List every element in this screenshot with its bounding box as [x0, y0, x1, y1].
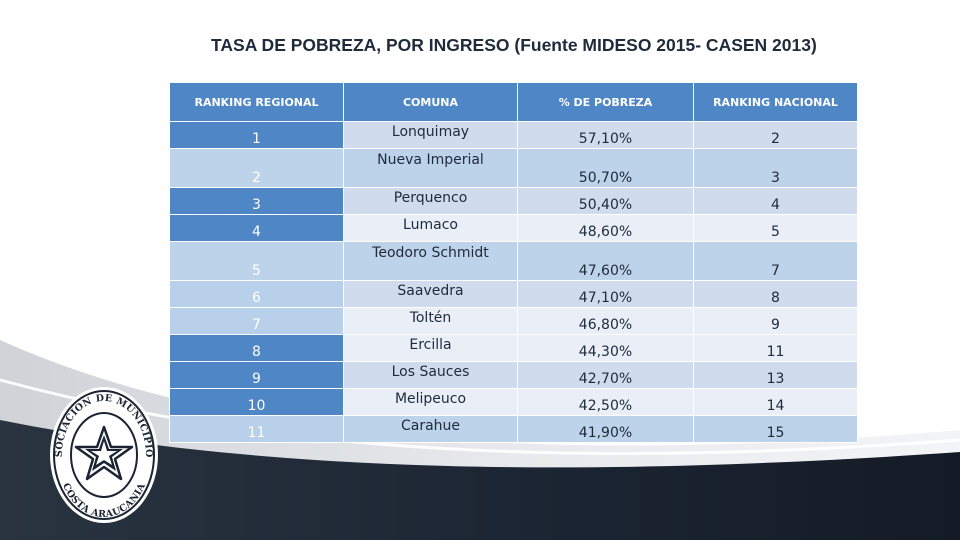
comuna-cell: Teodoro Schmidt [343, 241, 518, 281]
ranking-regional-cell: 1 [169, 121, 344, 149]
pobreza-cell: 46,80% [517, 307, 694, 335]
pobreza-cell: 47,10% [517, 280, 694, 308]
ranking-nacional-cell: 15 [693, 415, 858, 443]
ranking-nacional-cell: 13 [693, 361, 858, 389]
pobreza-cell: 42,70% [517, 361, 694, 389]
pobreza-cell: 47,60% [517, 241, 694, 281]
table-row: 3 Perquenco 50,40% 4 [169, 187, 858, 215]
table-row: 9 Los Sauces 42,70% 13 [169, 361, 858, 389]
star-icon [74, 425, 134, 481]
table-row: 4 Lumaco 48,60% 5 [169, 214, 858, 242]
comuna-cell: Perquenco [343, 187, 518, 215]
table-row: 1 Lonquimay 57,10% 2 [169, 121, 858, 149]
pobreza-cell: 50,40% [517, 187, 694, 215]
ranking-regional-cell: 2 [169, 148, 344, 188]
ranking-nacional-cell: 7 [693, 241, 858, 281]
pobreza-cell: 42,50% [517, 388, 694, 416]
pobreza-cell: 48,60% [517, 214, 694, 242]
pobreza-cell: 44,30% [517, 334, 694, 362]
comuna-cell: Saavedra [343, 280, 518, 308]
ranking-nacional-cell: 14 [693, 388, 858, 416]
table-row: 6 Saavedra 47,10% 8 [169, 280, 858, 308]
table-header-row: RANKING REGIONAL COMUNA % DE POBREZA RAN… [169, 82, 858, 122]
comuna-cell: Carahue [343, 415, 518, 443]
ranking-nacional-cell: 2 [693, 121, 858, 149]
municipality-association-logo: ASOCIACION DE MUNICIPIOS COSTA ARAUCANIA [48, 385, 158, 523]
ranking-nacional-cell: 8 [693, 280, 858, 308]
table-row: 7 Toltén 46,80% 9 [169, 307, 858, 335]
comuna-cell: Melipeuco [343, 388, 518, 416]
poverty-ranking-table: RANKING REGIONAL COMUNA % DE POBREZA RAN… [169, 82, 858, 443]
ranking-regional-cell: 4 [169, 214, 344, 242]
ranking-regional-cell: 5 [169, 241, 344, 281]
pobreza-cell: 50,70% [517, 148, 694, 188]
comuna-cell: Nueva Imperial [343, 148, 518, 188]
comuna-cell: Lonquimay [343, 121, 518, 149]
ranking-nacional-cell: 11 [693, 334, 858, 362]
table-row: 11 Carahue 41,90% 15 [169, 415, 858, 443]
ranking-regional-cell: 3 [169, 187, 344, 215]
comuna-cell: Los Sauces [343, 361, 518, 389]
header-comuna: COMUNA [343, 82, 518, 122]
ranking-nacional-cell: 4 [693, 187, 858, 215]
table-row: 10 Melipeuco 42,50% 14 [169, 388, 858, 416]
pobreza-cell: 41,90% [517, 415, 694, 443]
header-ranking-regional: RANKING REGIONAL [169, 82, 344, 122]
ranking-regional-cell: 7 [169, 307, 344, 335]
ranking-regional-cell: 11 [169, 415, 344, 443]
ranking-nacional-cell: 5 [693, 214, 858, 242]
header-pobreza: % DE POBREZA [517, 82, 694, 122]
pobreza-cell: 57,10% [517, 121, 694, 149]
ranking-regional-cell: 8 [169, 334, 344, 362]
table-row: 2 Nueva Imperial 50,70% 3 [169, 148, 858, 188]
table-row: 5 Teodoro Schmidt 47,60% 7 [169, 241, 858, 281]
slide-title: TASA DE POBREZA, POR INGRESO (Fuente MID… [211, 35, 817, 55]
ranking-regional-cell: 9 [169, 361, 344, 389]
comuna-cell: Lumaco [343, 214, 518, 242]
header-ranking-nacional: RANKING NACIONAL [693, 82, 858, 122]
ranking-nacional-cell: 9 [693, 307, 858, 335]
ranking-regional-cell: 10 [169, 388, 344, 416]
ranking-nacional-cell: 3 [693, 148, 858, 188]
ranking-regional-cell: 6 [169, 280, 344, 308]
comuna-cell: Toltén [343, 307, 518, 335]
comuna-cell: Ercilla [343, 334, 518, 362]
table-row: 8 Ercilla 44,30% 11 [169, 334, 858, 362]
